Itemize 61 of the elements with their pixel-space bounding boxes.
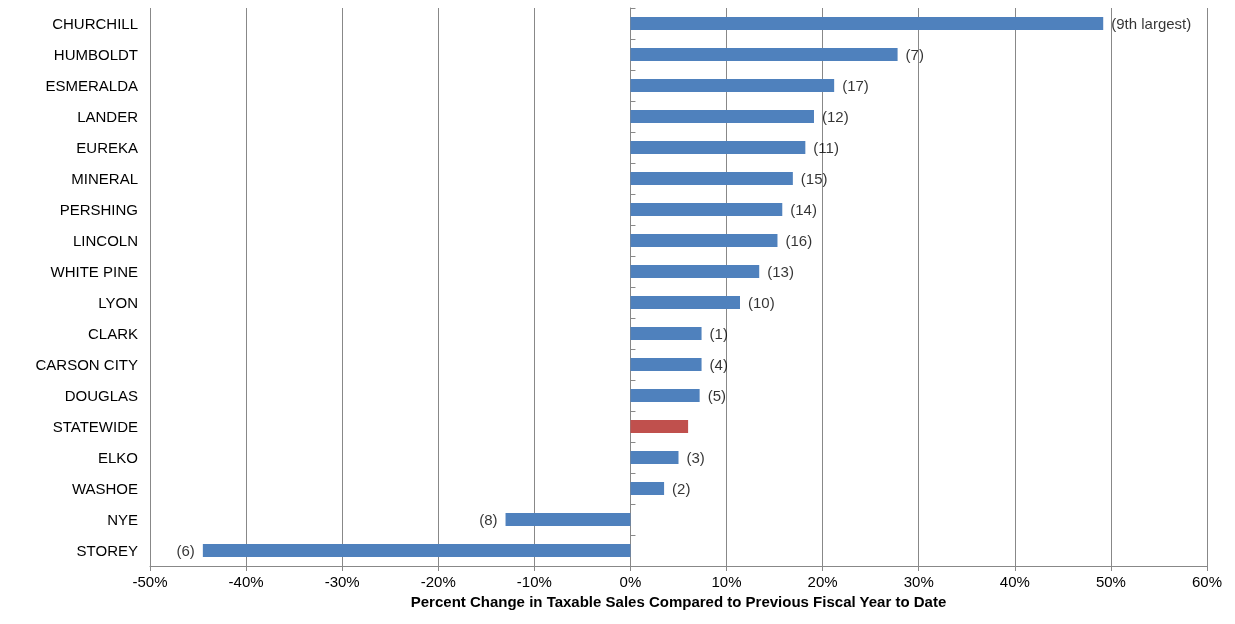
bar [630,358,702,371]
annotation: (3) [686,449,705,466]
y-tick-label: DOUGLAS [64,387,138,404]
annotation: (16) [785,232,813,249]
bar [630,79,835,92]
y-tick-label: PERSHING [59,201,138,218]
bar [630,420,689,433]
y-tick-label: LINCOLN [72,232,138,249]
x-tick-label: 40% [999,573,1030,590]
bar [630,482,665,495]
x-tick-label: -10% [516,573,552,590]
y-tick-label: LYON [98,294,138,311]
annotation: (8) [479,511,498,528]
y-tick-label: ESMERALDA [45,77,138,94]
bar [630,141,806,154]
bar [505,513,631,526]
x-tick-label: -50% [132,573,168,590]
bar [630,389,700,402]
y-tick-label: STOREY [76,542,138,559]
annotation: (14) [790,201,817,218]
bar [630,172,793,185]
x-tick-label: -30% [324,573,360,590]
y-tick-label: STATEWIDE [52,418,138,435]
bar [630,234,778,247]
bar [630,327,702,340]
bar [630,296,740,309]
x-tick-label: 0% [619,573,642,590]
annotation: (10) [748,294,775,311]
y-tick-label: WHITE PINE [50,263,138,280]
x-tick-label: 30% [903,573,934,590]
y-tick-label: LANDER [77,108,139,125]
y-tick-label: MINERAL [71,170,138,187]
annotation: (9th largest) [1111,15,1192,32]
y-tick-label: EUREKA [76,139,138,156]
y-tick-label: CHURCHILL [52,15,138,32]
y-tick-label: HUMBOLDT [53,46,138,63]
annotation: (6) [176,542,195,559]
bar [630,265,760,278]
x-tick-label: 10% [711,573,742,590]
bar [630,203,783,216]
x-tick-label: 60% [1191,573,1223,590]
bar [630,48,898,61]
x-tick-label: 50% [1095,573,1126,590]
x-tick-label: 20% [807,573,838,590]
annotation: (2) [672,480,691,497]
y-tick-label: ELKO [97,449,138,466]
y-tick-label: CLARK [87,325,138,342]
bar [630,17,1104,30]
x-axis-title: Percent Change in Taxable Sales Compared to Previous Fiscal Year to Date [410,593,947,610]
annotation: (5) [707,387,726,404]
bar [630,451,679,464]
bar [630,110,814,123]
y-tick-label: WASHOE [71,480,138,497]
x-tick-label: -20% [420,573,456,590]
y-tick-label: NYE [107,511,138,528]
bar [202,544,631,557]
y-tick-label: CARSON CITY [35,356,138,373]
annotation: (17) [842,77,869,94]
annotation: (12) [821,108,849,125]
x-tick-label: -40% [228,573,264,590]
annotation: (13) [767,263,794,280]
